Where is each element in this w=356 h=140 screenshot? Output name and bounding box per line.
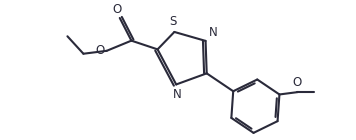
Text: O: O <box>95 44 104 57</box>
Text: O: O <box>293 76 302 89</box>
Text: N: N <box>173 88 182 101</box>
Text: N: N <box>209 26 218 39</box>
Text: S: S <box>169 15 177 28</box>
Text: O: O <box>113 3 122 16</box>
